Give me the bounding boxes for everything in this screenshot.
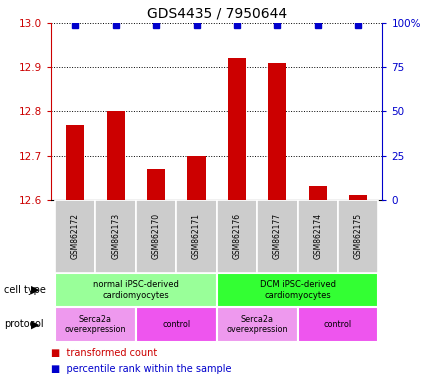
Bar bbox=[136, 200, 176, 273]
Bar bbox=[257, 200, 298, 273]
Text: normal iPSC-derived
cardiomyocytes: normal iPSC-derived cardiomyocytes bbox=[93, 280, 179, 300]
Bar bbox=[309, 186, 327, 200]
Bar bbox=[66, 125, 84, 200]
Text: GSM862170: GSM862170 bbox=[152, 213, 161, 259]
Bar bbox=[268, 63, 286, 200]
Bar bbox=[298, 200, 338, 273]
Text: GSM862177: GSM862177 bbox=[273, 213, 282, 259]
Bar bbox=[176, 200, 217, 273]
Bar bbox=[298, 307, 378, 342]
Bar bbox=[136, 307, 217, 342]
Bar bbox=[349, 195, 367, 200]
Text: ▶: ▶ bbox=[31, 285, 39, 295]
Bar bbox=[217, 273, 378, 307]
Text: ■  transformed count: ■ transformed count bbox=[51, 348, 157, 358]
Title: GDS4435 / 7950644: GDS4435 / 7950644 bbox=[147, 7, 287, 20]
Bar bbox=[187, 156, 206, 200]
Text: control: control bbox=[324, 320, 352, 329]
Bar bbox=[338, 200, 378, 273]
Text: DCM iPSC-derived
cardiomyocytes: DCM iPSC-derived cardiomyocytes bbox=[260, 280, 336, 300]
Bar bbox=[217, 307, 298, 342]
Bar bbox=[228, 58, 246, 200]
Text: GSM862172: GSM862172 bbox=[71, 213, 80, 259]
Bar bbox=[55, 273, 217, 307]
Text: GSM862171: GSM862171 bbox=[192, 213, 201, 259]
Bar bbox=[96, 200, 136, 273]
Bar bbox=[147, 169, 165, 200]
Text: Serca2a
overexpression: Serca2a overexpression bbox=[227, 315, 288, 334]
Text: cell type: cell type bbox=[4, 285, 46, 295]
Text: GSM862176: GSM862176 bbox=[232, 213, 241, 259]
Text: GSM862175: GSM862175 bbox=[354, 213, 363, 259]
Text: Serca2a
overexpression: Serca2a overexpression bbox=[65, 315, 126, 334]
Bar bbox=[217, 200, 257, 273]
Bar bbox=[107, 111, 125, 200]
Text: control: control bbox=[162, 320, 190, 329]
Text: protocol: protocol bbox=[4, 319, 44, 329]
Text: ■  percentile rank within the sample: ■ percentile rank within the sample bbox=[51, 364, 232, 374]
Bar bbox=[55, 200, 96, 273]
Text: GSM862173: GSM862173 bbox=[111, 213, 120, 259]
Text: ▶: ▶ bbox=[31, 319, 39, 329]
Text: GSM862174: GSM862174 bbox=[313, 213, 322, 259]
Bar bbox=[55, 307, 136, 342]
